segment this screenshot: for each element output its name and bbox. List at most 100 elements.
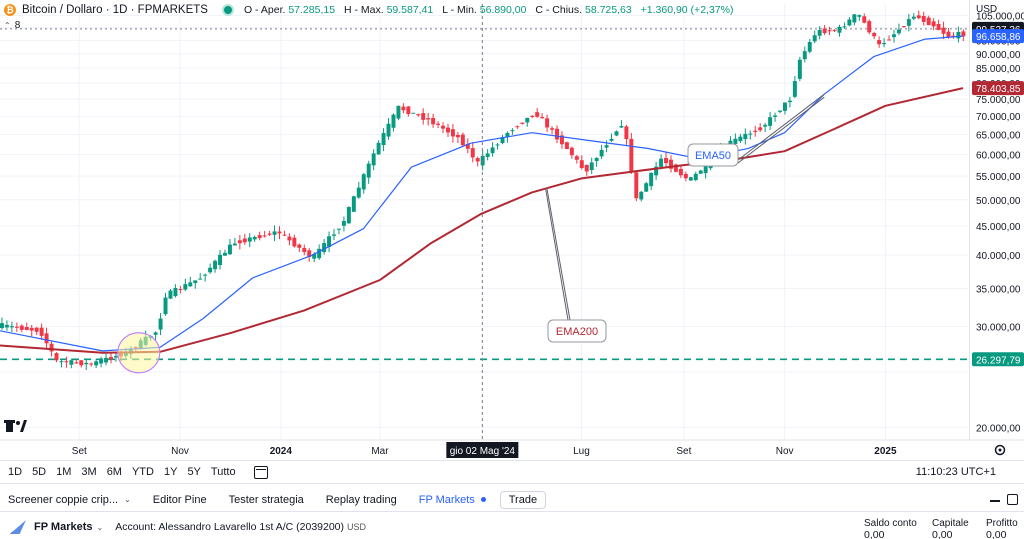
tf-3m[interactable]: 3M — [81, 466, 97, 478]
candle-body — [862, 16, 867, 23]
clock[interactable]: 11:10:23 UTC+1 — [915, 466, 996, 478]
candle-body — [346, 207, 351, 224]
tab-strategy-tester[interactable]: Tester strategia — [228, 493, 304, 506]
candle-body — [436, 123, 441, 125]
candle-body — [634, 172, 639, 199]
candle-body — [84, 362, 89, 365]
candle-body — [69, 360, 74, 365]
candle-body — [44, 333, 49, 344]
candle-body — [0, 323, 4, 329]
candle-body — [94, 361, 99, 366]
candle-body — [946, 31, 951, 38]
candle-body — [629, 138, 634, 173]
y-tick-label: 65.000,00 — [976, 131, 1021, 142]
candle-body — [906, 19, 911, 26]
candle-body — [763, 124, 768, 127]
candle-body — [59, 361, 64, 363]
candle-body — [312, 253, 317, 259]
candle-body — [574, 156, 579, 160]
candle-body — [396, 105, 401, 119]
candle-body — [14, 326, 19, 328]
candle-body — [361, 174, 366, 190]
calendar-icon[interactable] — [253, 465, 268, 479]
tf-ytd[interactable]: YTD — [131, 466, 154, 478]
candle-body — [505, 132, 510, 138]
candle-body — [242, 238, 247, 243]
candle-body — [446, 127, 450, 133]
candle-body — [277, 231, 282, 234]
callout-pointer — [546, 187, 571, 321]
candle-body — [867, 21, 872, 33]
candle-body — [39, 327, 44, 336]
y-tick-label: 30.000,00 — [976, 323, 1021, 334]
candle-body — [594, 157, 599, 162]
maximize-icon[interactable] — [1007, 494, 1018, 505]
tf-6m[interactable]: 6M — [106, 466, 122, 478]
tab-replay-trading[interactable]: Replay trading — [325, 493, 397, 506]
candle-body — [485, 153, 490, 158]
candle-body — [113, 356, 118, 358]
settings-gear-icon — [994, 444, 1006, 456]
y-tick-label: 20.000,00 — [976, 423, 1021, 434]
tab-screener[interactable]: Screener coppie crip... ⌄ — [8, 493, 131, 506]
trade-button[interactable]: Trade — [499, 490, 547, 509]
candle-body — [564, 142, 569, 149]
axis-separator — [969, 0, 970, 440]
price-chart[interactable]: EMA50 EMA200 20.000,00 30.000,00 35.000,00 4… — [0, 0, 1024, 458]
tab-fp-markets[interactable]: FP Markets — [419, 494, 486, 506]
candle-body — [703, 162, 708, 174]
ema-lines — [0, 35, 964, 354]
minimize-icon[interactable] — [990, 500, 1000, 502]
candle-body — [882, 43, 887, 45]
symbol-legend: ₿ Bitcoin / Dollaro · 1D · FPMARKETS O -… — [4, 2, 739, 18]
candle-body — [173, 288, 178, 297]
candle-body — [89, 363, 94, 365]
candle-body — [411, 112, 416, 114]
tf-5y[interactable]: 5Y — [187, 466, 201, 478]
callout-box — [687, 143, 739, 167]
candlesticks — [0, 10, 966, 370]
candle-body — [515, 126, 520, 128]
tf-1y[interactable]: 1Y — [163, 466, 178, 478]
candle-body — [371, 153, 376, 166]
chevron-down-icon[interactable]: ⌄ — [96, 522, 104, 532]
candle-body — [213, 260, 218, 270]
candle-body — [455, 134, 460, 138]
callout-pointer — [545, 189, 569, 321]
candle-body — [887, 39, 892, 41]
symbol-title[interactable]: Bitcoin / Dollaro · 1D · FPMARKETS — [22, 4, 208, 16]
tf-1d[interactable]: 1D — [8, 466, 23, 478]
candle-body — [649, 172, 654, 187]
stat-balance: Saldo conto 0,00 — [864, 518, 917, 539]
candle-body — [545, 118, 550, 128]
candle-body — [401, 106, 406, 111]
candle-body — [198, 278, 203, 280]
candle-body — [431, 117, 436, 125]
broker-name[interactable]: FP Markets — [34, 521, 93, 533]
candle-body — [778, 110, 782, 112]
tf-1m[interactable]: 1M — [56, 466, 72, 478]
indicator-toggle[interactable]: ⌃ 8 — [4, 19, 20, 31]
candle-body — [490, 147, 495, 154]
candle-body — [609, 138, 614, 141]
candle-body — [64, 361, 69, 363]
candle-body — [688, 177, 693, 181]
candle-body — [327, 236, 332, 248]
candle-body — [530, 115, 535, 117]
candle-body — [252, 236, 257, 240]
candle-body — [807, 42, 812, 52]
candle-body — [827, 30, 832, 32]
chevron-down-icon: ⌄ — [124, 495, 131, 504]
tf-all[interactable]: Tutto — [210, 466, 236, 478]
candle-body — [441, 125, 446, 129]
tf-5d[interactable]: 5D — [32, 466, 47, 478]
candle-body — [406, 106, 411, 115]
candle-body — [614, 131, 619, 136]
axis-currency[interactable]: USD — [976, 4, 998, 15]
candle-body — [109, 356, 113, 360]
candle-body — [857, 15, 862, 17]
candle-body — [624, 126, 629, 140]
tab-pine-editor[interactable]: Editor Pine — [152, 493, 207, 506]
candle-body — [54, 353, 59, 361]
gear-ring — [994, 444, 1006, 456]
